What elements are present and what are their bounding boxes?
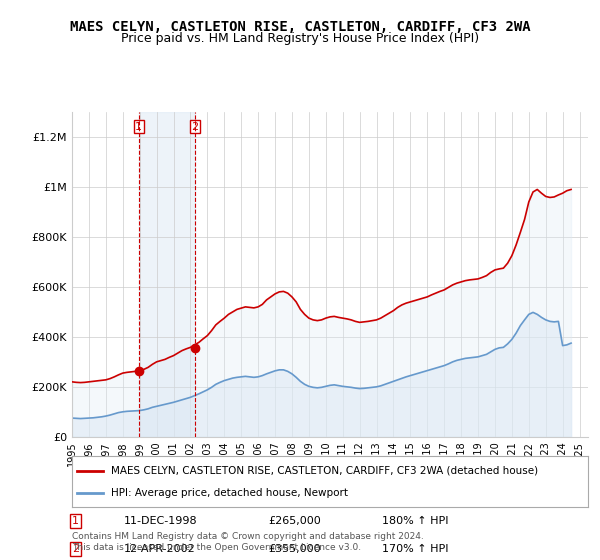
Text: 2: 2: [191, 122, 199, 132]
Text: £265,000: £265,000: [268, 516, 321, 526]
Text: MAES CELYN, CASTLETON RISE, CASTLETON, CARDIFF, CF3 2WA (detached house): MAES CELYN, CASTLETON RISE, CASTLETON, C…: [110, 465, 538, 475]
Text: Contains HM Land Registry data © Crown copyright and database right 2024.
This d: Contains HM Land Registry data © Crown c…: [72, 532, 424, 552]
Text: 180% ↑ HPI: 180% ↑ HPI: [382, 516, 448, 526]
Text: £355,000: £355,000: [268, 544, 321, 554]
Text: 2: 2: [72, 544, 79, 554]
Text: 1: 1: [136, 122, 142, 132]
Text: Price paid vs. HM Land Registry's House Price Index (HPI): Price paid vs. HM Land Registry's House …: [121, 32, 479, 45]
Text: 11-DEC-1998: 11-DEC-1998: [124, 516, 197, 526]
Text: HPI: Average price, detached house, Newport: HPI: Average price, detached house, Newp…: [110, 488, 348, 498]
Text: 1: 1: [72, 516, 79, 526]
Text: 170% ↑ HPI: 170% ↑ HPI: [382, 544, 448, 554]
Text: 12-APR-2002: 12-APR-2002: [124, 544, 196, 554]
Bar: [139, 112, 195, 437]
Text: MAES CELYN, CASTLETON RISE, CASTLETON, CARDIFF, CF3 2WA: MAES CELYN, CASTLETON RISE, CASTLETON, C…: [70, 20, 530, 34]
